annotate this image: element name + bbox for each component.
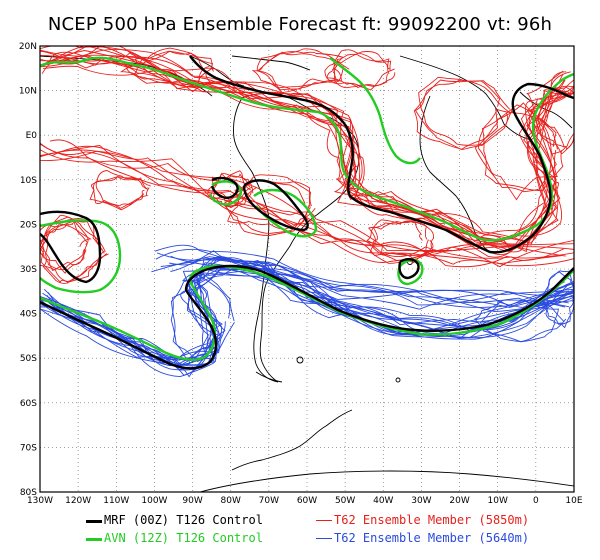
blue-member-line bbox=[40, 272, 565, 364]
lat-label: 50S bbox=[20, 354, 37, 364]
red-member-loop bbox=[324, 49, 392, 89]
red-member-loop bbox=[326, 51, 395, 91]
lon-label: 70W bbox=[259, 496, 279, 506]
blue-member-line bbox=[170, 250, 570, 308]
legend-swatch-ens5850 bbox=[316, 520, 332, 521]
map-title: NCEP 500 hPa Ensemble Forecast ft: 99092… bbox=[47, 14, 553, 35]
red-member-line bbox=[40, 59, 574, 244]
lat-label: 80S bbox=[20, 488, 37, 498]
red-member-loop bbox=[367, 220, 435, 264]
lon-label: 0 bbox=[533, 496, 539, 506]
lat-label: 60S bbox=[20, 399, 37, 409]
legend-label-ens5640: T62 Ensemble Member (5640m) bbox=[334, 531, 530, 545]
red-member-loop bbox=[133, 50, 214, 88]
red-member-line bbox=[40, 143, 574, 263]
red-member-loop bbox=[413, 80, 513, 150]
lon-label: 120W bbox=[65, 496, 91, 506]
blue-member-line bbox=[157, 252, 574, 307]
legend-swatch-ens5640 bbox=[316, 538, 332, 539]
lat-label: 40S bbox=[20, 310, 37, 320]
longitude-labels: 130W 120W 110W 100W 90W 80W 70W 60W 50W 40W 30W 20W… bbox=[27, 496, 583, 506]
plot-frame bbox=[39, 45, 575, 493]
blue-member-loop bbox=[480, 301, 567, 343]
ensemble-5640m-contours bbox=[40, 244, 574, 378]
red-member-line bbox=[43, 65, 566, 246]
red-member-loop bbox=[478, 108, 559, 201]
red-member-loop bbox=[537, 86, 574, 155]
red-member-loop bbox=[227, 179, 311, 230]
lat-lon-grid bbox=[40, 46, 574, 492]
red-member-loop bbox=[481, 102, 565, 191]
red-member-loop bbox=[119, 50, 213, 83]
lat-label: 70S bbox=[20, 443, 37, 453]
red-member-loop bbox=[536, 90, 574, 155]
red-member-loop bbox=[40, 223, 92, 271]
red-member-line bbox=[49, 139, 574, 251]
lon-label: 10E bbox=[565, 496, 582, 506]
lon-label: 110W bbox=[103, 496, 129, 506]
blue-member-line bbox=[151, 256, 566, 308]
lon-label: 50W bbox=[335, 496, 355, 506]
blue-member-line bbox=[40, 261, 565, 378]
lon-label: 10W bbox=[488, 496, 508, 506]
blue-member-line bbox=[40, 259, 574, 367]
red-member-loop bbox=[256, 51, 338, 94]
legend-label-avn: AVN (12Z) T126 Control bbox=[104, 531, 263, 545]
legend-label-mrf: MRF (00Z) T126 Control bbox=[104, 513, 263, 527]
lat-label: 20N bbox=[19, 42, 37, 52]
legend-label-ens5850: T62 Ensemble Member (5850m) bbox=[334, 513, 530, 527]
lon-label: 30W bbox=[411, 496, 431, 506]
blue-member-line bbox=[40, 256, 574, 362]
lat-label: 30S bbox=[20, 265, 37, 275]
red-member-loop bbox=[207, 173, 253, 207]
lat-label: 10S bbox=[20, 176, 37, 186]
lon-label: 90W bbox=[182, 496, 202, 506]
lon-label: 80W bbox=[221, 496, 241, 506]
lat-label: 10N bbox=[19, 87, 37, 97]
legend-swatch-mrf bbox=[86, 520, 102, 523]
latitude-labels: 20N 10N E0 10S 20S 30S 40S 50S 60S 70S 80S bbox=[19, 42, 37, 498]
red-member-loop bbox=[225, 179, 311, 236]
lon-label: 40W bbox=[373, 496, 393, 506]
red-member-line bbox=[51, 145, 564, 261]
mrf-control-contours bbox=[40, 55, 574, 370]
lon-label: 130W bbox=[27, 496, 53, 506]
lon-label: 60W bbox=[297, 496, 317, 506]
red-member-line bbox=[43, 49, 567, 253]
ensemble-5850m-contours bbox=[40, 46, 574, 284]
blue-member-loop bbox=[170, 274, 231, 363]
red-member-line bbox=[40, 144, 574, 267]
red-member-loop bbox=[414, 79, 501, 151]
red-member-loop bbox=[418, 76, 511, 146]
red-member-loop bbox=[212, 173, 254, 207]
blue-member-line bbox=[46, 258, 574, 367]
lat-label: 20S bbox=[20, 220, 37, 230]
blue-member-line bbox=[155, 248, 569, 308]
red-member-loop bbox=[89, 176, 148, 211]
lat-label: E0 bbox=[26, 131, 38, 141]
red-member-loop bbox=[95, 170, 151, 209]
legend-swatch-avn bbox=[86, 538, 102, 541]
lon-label: 20W bbox=[449, 496, 469, 506]
blue-member-line bbox=[154, 244, 574, 308]
red-member-loop bbox=[372, 220, 429, 260]
blue-member-line bbox=[170, 255, 574, 310]
blue-member-loop bbox=[474, 297, 559, 343]
lon-label: 100W bbox=[141, 496, 167, 506]
red-member-line bbox=[40, 150, 574, 268]
